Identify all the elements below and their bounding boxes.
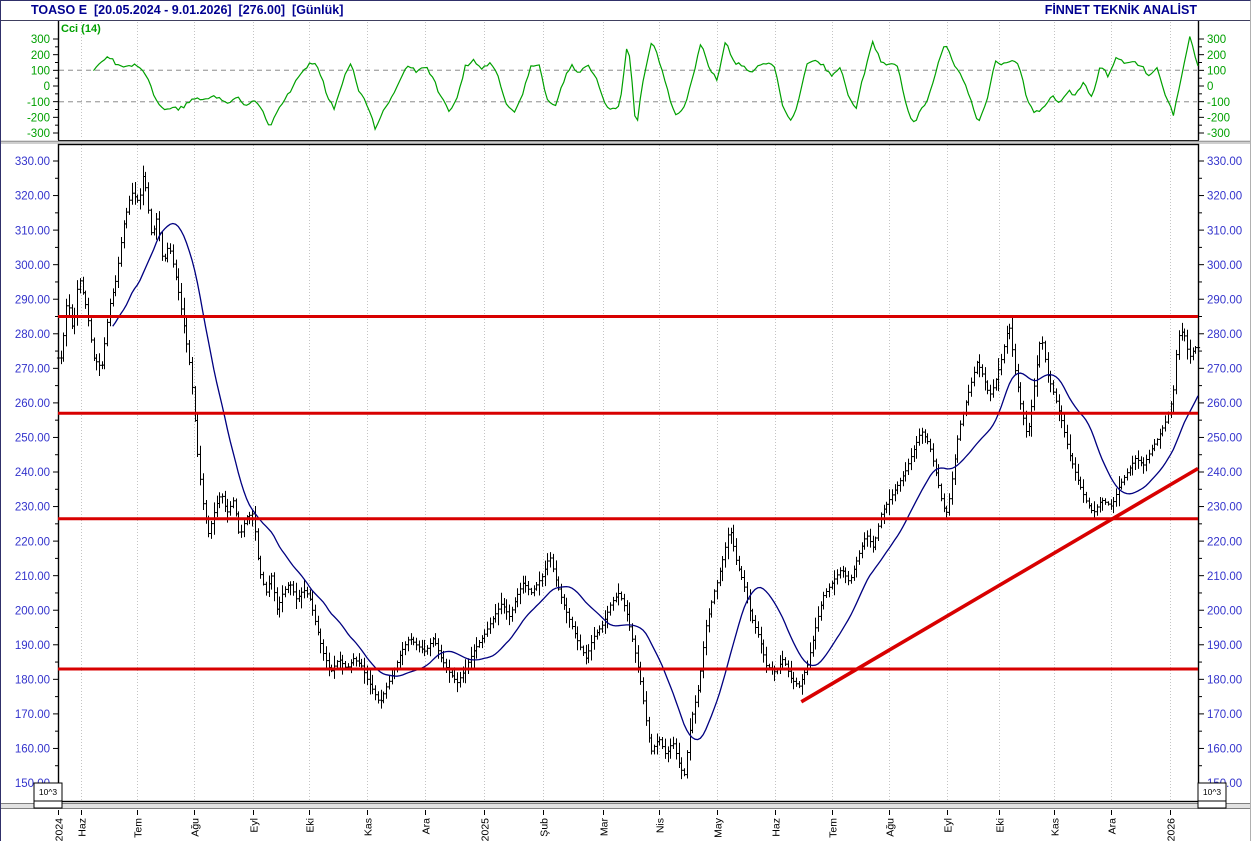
price-ytick-label: 250.00: [1207, 433, 1242, 445]
price-ytick-label: 280.00: [15, 329, 50, 341]
price-ytick-label: 190.00: [1207, 640, 1242, 652]
x-month-label: Tem: [133, 818, 145, 838]
x-month-label: Ağu: [190, 818, 202, 837]
price-ytick-label: 200.00: [15, 605, 50, 617]
price-ytick-label: 200.00: [1207, 605, 1242, 617]
x-month-label: Eki: [305, 818, 317, 833]
left-scale-box[interactable]: [33, 782, 63, 802]
price-ytick-label: 270.00: [1207, 363, 1242, 375]
x-month-label: Kas: [363, 818, 375, 836]
x-month-label: Eyl: [249, 818, 261, 833]
price-ytick-label: 230.00: [15, 502, 50, 514]
bottom-splitter[interactable]: [1, 803, 1251, 809]
price-ytick-label: 160.00: [15, 744, 50, 756]
price-ytick-label: 170.00: [1207, 709, 1242, 721]
price-ytick-label: 290.00: [1207, 294, 1242, 306]
x-month-label: Haz: [771, 818, 783, 837]
brand-title: FİNNET TEKNİK ANALİST: [1044, 3, 1197, 17]
price-ytick-label: 300.00: [1207, 260, 1242, 272]
right-scale-box[interactable]: [1197, 782, 1227, 802]
x-month-label: 2025: [480, 818, 492, 841]
panel-splitter-top[interactable]: [1, 141, 1251, 144]
cci-ytick-label: -300: [27, 128, 50, 140]
x-month-label: Tem: [828, 818, 840, 838]
cci-ytick-label: 100: [31, 65, 50, 77]
trendline[interactable]: [800, 466, 1199, 704]
price-ytick-label: 220.00: [1207, 536, 1242, 548]
price-ytick-label: 190.00: [15, 640, 50, 652]
x-month-label: May: [713, 817, 725, 838]
left-scale-box-lower: [33, 800, 63, 809]
cci-ytick-label: -100: [27, 97, 50, 109]
price-ytick-label: 210.00: [1207, 571, 1242, 583]
x-month-label: Ara: [421, 818, 433, 835]
price-bars: [56, 165, 1201, 780]
chart-title: TOASO E [20.05.2024 - 9.01.2026] [276.00…: [31, 3, 344, 17]
cci-ytick-label: 300: [31, 34, 50, 46]
cci-line: [93, 36, 1199, 131]
x-month-label: Ağu: [885, 818, 897, 837]
cci-panel: [57, 21, 1200, 141]
x-month-label: Mar: [599, 818, 611, 837]
price-ytick-label: 270.00: [15, 363, 50, 375]
price-ytick-label: 310.00: [15, 225, 50, 237]
support-resistance-lines: [58, 315, 1198, 671]
right-scale-box-lower: [1197, 800, 1227, 809]
price-ytick-label: 290.00: [15, 294, 50, 306]
cci-ytick-label: 0: [44, 81, 50, 93]
x-month-label: Nis: [655, 818, 667, 833]
x-month-label: 2024: [54, 818, 66, 841]
cci-ytick-label: 100: [1207, 65, 1226, 77]
title-bar: TOASO E [20.05.2024 - 9.01.2026] [276.00…: [1, 1, 1250, 20]
price-ytick-label: 180.00: [1207, 674, 1242, 686]
x-month-label: 2026: [1166, 818, 1178, 841]
price-ytick-label: 280.00: [1207, 329, 1242, 341]
price-ytick-label: 160.00: [1207, 744, 1242, 756]
right-scale-box-label: 10^3: [1203, 787, 1221, 797]
cci-ytick-label: 200: [1207, 50, 1226, 62]
x-axis: 2024 Haz Tem Ağu Eyl Eki Kas Ara 2025 Şub Mar Nis Ma…: [54, 810, 1178, 841]
x-month-label: Ara: [1107, 818, 1119, 835]
cci-ytick-label: -100: [1207, 97, 1230, 109]
price-ytick-label: 210.00: [15, 571, 50, 583]
cci-ytick-label: -200: [27, 112, 50, 124]
x-month-label: Kas: [1050, 818, 1062, 836]
price-ytick-label: 240.00: [15, 467, 50, 479]
price-ytick-label: 220.00: [15, 536, 50, 548]
x-month-label: Eki: [995, 818, 1007, 833]
price-ytick-label: 240.00: [1207, 467, 1242, 479]
cci-ytick-label: -300: [1207, 128, 1230, 140]
left-scale-box-label: 10^3: [39, 787, 57, 797]
x-month-label: Şub: [539, 818, 551, 837]
cci-ytick-label: 300: [1207, 34, 1226, 46]
price-ytick-label: 250.00: [15, 433, 50, 445]
cci-legend-label: Cci (14): [61, 23, 101, 35]
price-ytick-label: 260.00: [1207, 398, 1242, 410]
price-ytick-label: 320.00: [1207, 191, 1242, 203]
price-ytick-label: 310.00: [1207, 225, 1242, 237]
cci-ytick-label: 200: [31, 50, 50, 62]
price-ytick-label: 330.00: [1207, 156, 1242, 168]
cci-ytick-label: -200: [1207, 112, 1230, 124]
price-panel: [57, 143, 1200, 803]
cci-axis-labels: 300 300 200 200 100 100 0 0 -100 -100 -200 -200 -300…: [27, 34, 1230, 140]
month-gridlines: [81, 22, 1171, 800]
price-ytick-label: 230.00: [1207, 502, 1242, 514]
price-ytick-label: 330.00: [15, 156, 50, 168]
x-month-label: Eyl: [943, 818, 955, 833]
x-month-label: Haz: [77, 818, 89, 837]
price-ytick-label: 260.00: [15, 398, 50, 410]
price-axis-labels: 330.00 330.00 320.00 320.00 310.00 310.00 300.…: [15, 156, 1242, 790]
price-ytick-label: 180.00: [15, 674, 50, 686]
price-ytick-label: 170.00: [15, 709, 50, 721]
price-ytick-label: 300.00: [15, 260, 50, 272]
ma-line: [112, 222, 1199, 741]
price-ytick-label: 320.00: [15, 191, 50, 203]
cci-ytick-label: 0: [1207, 81, 1213, 93]
